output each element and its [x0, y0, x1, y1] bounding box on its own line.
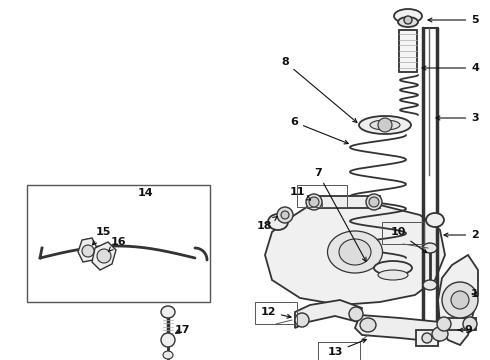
- Text: 3: 3: [436, 113, 479, 123]
- Text: 14: 14: [137, 188, 153, 198]
- Ellipse shape: [426, 213, 444, 227]
- Text: 10: 10: [391, 227, 427, 253]
- Ellipse shape: [295, 313, 309, 327]
- Ellipse shape: [398, 17, 418, 27]
- Circle shape: [281, 211, 289, 219]
- Circle shape: [404, 16, 412, 24]
- Text: 16: 16: [108, 237, 126, 252]
- Bar: [308, 196, 380, 208]
- Text: 17: 17: [174, 325, 190, 335]
- Ellipse shape: [268, 214, 288, 230]
- Text: 8: 8: [281, 57, 357, 122]
- Text: 9: 9: [459, 325, 472, 335]
- Ellipse shape: [463, 317, 477, 331]
- Bar: [318, 342, 360, 360]
- Bar: [297, 185, 347, 207]
- Bar: [27, 185, 210, 302]
- Ellipse shape: [359, 116, 411, 134]
- Text: 2: 2: [444, 230, 479, 240]
- Text: 18: 18: [256, 217, 277, 231]
- Ellipse shape: [327, 231, 383, 273]
- Bar: [399, 30, 417, 72]
- Ellipse shape: [422, 333, 432, 343]
- Polygon shape: [355, 315, 448, 342]
- Bar: [382, 222, 424, 244]
- Text: 15: 15: [93, 227, 111, 245]
- Ellipse shape: [161, 306, 175, 318]
- Ellipse shape: [370, 120, 400, 130]
- Text: 7: 7: [314, 168, 366, 261]
- Circle shape: [378, 118, 392, 132]
- Circle shape: [277, 207, 293, 223]
- Text: 5: 5: [428, 15, 479, 25]
- Circle shape: [369, 197, 379, 207]
- Polygon shape: [438, 255, 478, 345]
- Ellipse shape: [360, 318, 376, 332]
- Ellipse shape: [437, 317, 451, 331]
- Bar: [438, 318, 476, 330]
- Bar: [416, 330, 438, 346]
- Ellipse shape: [378, 270, 408, 280]
- Polygon shape: [92, 242, 116, 270]
- Circle shape: [442, 282, 478, 318]
- Ellipse shape: [374, 261, 412, 275]
- Polygon shape: [265, 200, 445, 305]
- Text: 4: 4: [422, 63, 479, 73]
- Ellipse shape: [423, 243, 437, 253]
- Text: 12: 12: [260, 307, 291, 318]
- Polygon shape: [295, 300, 362, 328]
- Ellipse shape: [432, 327, 448, 341]
- Circle shape: [82, 245, 94, 257]
- Ellipse shape: [394, 9, 422, 23]
- Bar: [255, 302, 297, 324]
- Ellipse shape: [423, 280, 437, 290]
- Circle shape: [451, 291, 469, 309]
- Polygon shape: [78, 238, 97, 262]
- Ellipse shape: [161, 333, 175, 347]
- Ellipse shape: [366, 194, 382, 210]
- Circle shape: [97, 249, 111, 263]
- Text: 1: 1: [471, 289, 479, 299]
- Circle shape: [309, 197, 319, 207]
- Ellipse shape: [163, 351, 173, 359]
- Text: 11: 11: [289, 187, 311, 200]
- Ellipse shape: [339, 239, 371, 265]
- Ellipse shape: [349, 307, 363, 321]
- Text: 13: 13: [327, 339, 366, 357]
- Ellipse shape: [306, 194, 322, 210]
- Text: 6: 6: [290, 117, 348, 144]
